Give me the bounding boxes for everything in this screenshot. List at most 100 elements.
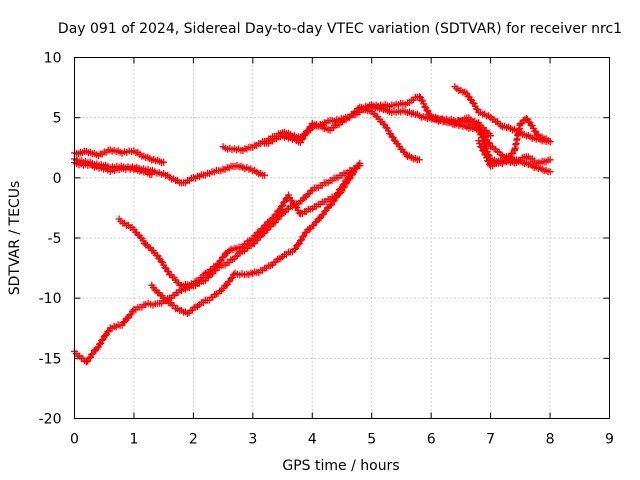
data-point — [421, 103, 429, 111]
data-point — [339, 184, 347, 192]
y-tick-label: -5 — [48, 231, 62, 247]
x-tick-label: 2 — [189, 432, 198, 448]
data-point — [423, 106, 431, 114]
data-point — [331, 194, 339, 202]
data-point — [300, 232, 308, 240]
series-track-8 — [427, 113, 554, 168]
y-tick-label: 5 — [53, 111, 62, 127]
data-point — [292, 245, 300, 252]
data-point — [478, 143, 486, 151]
data-point — [148, 170, 156, 178]
data-point — [295, 240, 303, 248]
y-axis-label: SDTVAR / TECUs — [7, 181, 23, 296]
data-point — [479, 146, 487, 154]
x-axis-label: GPS time / hours — [282, 458, 399, 474]
data-point — [296, 139, 304, 147]
x-tick-label: 9 — [605, 432, 614, 448]
data-point — [345, 175, 353, 183]
data-point — [481, 150, 489, 158]
data-point — [101, 332, 109, 339]
data-point — [546, 138, 554, 146]
data-point — [97, 339, 105, 347]
data-point — [224, 249, 232, 256]
data-point — [94, 343, 102, 351]
data-point — [301, 131, 309, 139]
data-point — [342, 180, 350, 188]
data-point — [89, 350, 97, 358]
data-point — [279, 202, 287, 209]
series-track-9 — [475, 137, 554, 170]
y-tick-label: 0 — [53, 171, 62, 187]
data-point — [194, 303, 202, 310]
data-point — [477, 143, 485, 151]
data-point — [219, 254, 226, 261]
data-point — [296, 237, 304, 245]
data-point — [98, 336, 106, 344]
plot-frame — [74, 57, 610, 419]
data-point — [82, 358, 90, 366]
y-tick-label: -15 — [39, 351, 62, 367]
data-point — [304, 127, 311, 135]
x-tick-label: 6 — [427, 432, 436, 448]
data-point — [230, 271, 238, 279]
data-point — [329, 198, 337, 206]
x-tick-label: 5 — [367, 432, 376, 448]
series-track-1 — [71, 146, 168, 167]
series-track-11 — [71, 162, 364, 366]
data-point — [96, 340, 103, 348]
data-point — [300, 132, 308, 140]
data-point — [294, 241, 302, 249]
y-tick-label: 10 — [44, 51, 62, 67]
x-tick-label: 3 — [248, 432, 257, 448]
data-point — [160, 158, 168, 166]
data-point — [415, 93, 423, 101]
data-point — [484, 157, 492, 165]
data-point — [280, 199, 288, 206]
data-point — [104, 328, 112, 336]
data-point — [277, 202, 285, 210]
data-point — [326, 202, 334, 209]
series-track-12 — [148, 168, 358, 317]
data-point — [487, 132, 495, 140]
data-point — [290, 245, 298, 253]
series-track-2 — [71, 155, 269, 187]
series-track-3 — [71, 159, 156, 178]
data-point — [85, 354, 93, 362]
data-point — [299, 233, 307, 241]
data-point — [356, 162, 364, 170]
y-tick-label: -10 — [39, 291, 62, 307]
data-point — [88, 350, 96, 358]
data-point — [338, 187, 346, 195]
x-tick-label: 7 — [486, 432, 495, 448]
data-point — [486, 160, 494, 168]
data-point — [476, 130, 484, 138]
data-point — [298, 236, 306, 244]
data-point — [277, 254, 285, 262]
data-point — [340, 183, 348, 191]
data-point — [350, 168, 358, 176]
data-point — [546, 156, 554, 164]
grid-lines — [74, 57, 610, 419]
data-point — [103, 331, 111, 339]
data-point — [417, 96, 425, 104]
data-point — [295, 209, 303, 217]
x-tick-label: 8 — [546, 432, 555, 448]
data-point — [415, 156, 423, 164]
data-point — [475, 126, 483, 134]
series-track-7 — [451, 83, 554, 146]
data-point — [327, 201, 335, 209]
data-point — [298, 136, 306, 144]
data-point — [99, 335, 107, 343]
data-point — [282, 195, 290, 203]
y-tick-label: -20 — [39, 412, 62, 428]
data-point — [306, 123, 314, 131]
data-point — [276, 205, 284, 213]
chart-title: Day 091 of 2024, Sidereal Day-to-day VTE… — [58, 21, 622, 37]
x-tick-label: 1 — [129, 432, 138, 448]
data-points — [71, 83, 554, 366]
data-point — [546, 168, 554, 176]
x-tick-label: 4 — [308, 432, 317, 448]
data-point — [299, 135, 307, 143]
data-point — [261, 171, 269, 179]
